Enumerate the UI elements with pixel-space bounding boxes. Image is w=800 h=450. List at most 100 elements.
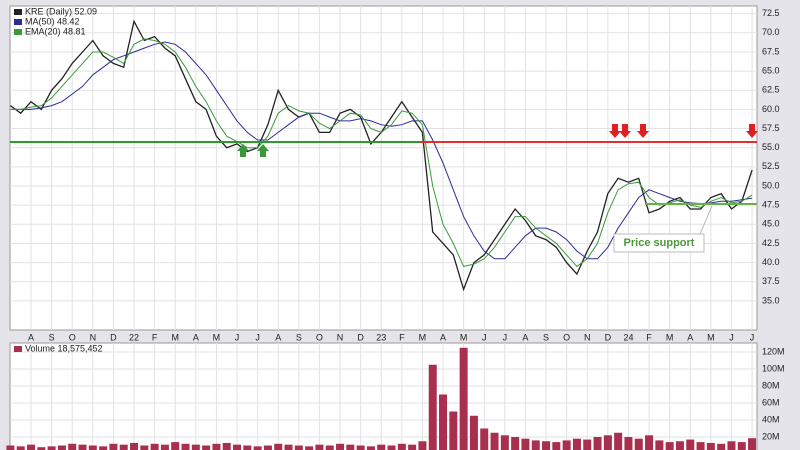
volume-bar: [696, 442, 705, 450]
volume-bar: [387, 445, 396, 450]
y-tick-label: 40.0: [762, 257, 780, 267]
volume-bar: [748, 438, 757, 450]
x-tick-label: A: [522, 332, 528, 342]
volume-bar: [490, 432, 499, 450]
volume-bar: [27, 444, 36, 450]
volume-bar: [68, 443, 77, 450]
volume-bar: [336, 443, 345, 450]
volume-bar: [408, 444, 417, 450]
volume-bar: [88, 445, 97, 450]
x-tick-label: M: [419, 332, 427, 342]
volume-bar: [222, 442, 231, 450]
callout-pointer: [699, 205, 713, 235]
volume-bar: [325, 445, 334, 450]
volume-bar: [109, 443, 118, 450]
volume-bar: [655, 440, 664, 450]
x-tick-label: S: [543, 332, 549, 342]
volume-bar: [181, 443, 190, 450]
x-tick-label: 24: [623, 332, 633, 342]
y-tick-label: 60M: [762, 397, 780, 407]
volume-bar: [233, 444, 242, 450]
volume-bar: [624, 436, 633, 450]
volume-bar: [449, 411, 458, 450]
x-tick-label: J: [750, 332, 755, 342]
x-tick-label: J: [255, 332, 260, 342]
y-tick-label: 65.0: [762, 65, 780, 75]
legend-label: MA(50) 48.42: [25, 16, 80, 26]
volume-bar: [531, 440, 540, 450]
y-tick-label: 60.0: [762, 104, 780, 114]
volume-panel: [9, 342, 758, 450]
x-tick-label: N: [337, 332, 344, 342]
x-tick-label: M: [460, 332, 468, 342]
y-tick-label: 67.5: [762, 46, 780, 56]
volume-bar: [47, 446, 56, 450]
legend-swatch: [14, 19, 22, 25]
volume-bar: [243, 445, 252, 450]
x-tick-label: J: [482, 332, 487, 342]
volume-bar: [583, 439, 592, 450]
volume-bar: [521, 438, 530, 450]
y-tick-label: 47.5: [762, 200, 780, 210]
x-tick-label: N: [584, 332, 591, 342]
volume-bar: [366, 446, 375, 450]
volume-bar: [99, 446, 108, 450]
volume-bar: [552, 442, 561, 450]
y-tick-label: 35.0: [762, 295, 780, 305]
volume-bar: [603, 435, 612, 450]
volume-bar: [212, 443, 221, 450]
volume-bar: [6, 445, 15, 450]
down-arrow: [619, 124, 631, 138]
volume-bar: [717, 443, 726, 450]
x-tick-label: O: [69, 332, 76, 342]
x-tick-label: O: [563, 332, 570, 342]
volume-bar: [78, 444, 87, 450]
volume-bar: [727, 441, 736, 450]
volume-bar: [675, 441, 684, 450]
legend-swatch: [14, 9, 22, 15]
legend-label: KRE (Daily) 52.09: [25, 6, 97, 16]
y-tick-label: 70.0: [762, 27, 780, 37]
x-tick-label: A: [193, 332, 199, 342]
volume-bar: [562, 440, 571, 450]
volume-bar: [572, 438, 581, 450]
y-tick-label: 50.0: [762, 180, 780, 190]
x-tick-label: A: [275, 332, 281, 342]
y-tick-label: 57.5: [762, 123, 780, 133]
down-arrow: [746, 124, 758, 138]
volume-bar: [428, 364, 437, 450]
volume-bar: [737, 442, 746, 450]
y-tick-label: 37.5: [762, 276, 780, 286]
x-tick-label: J: [729, 332, 734, 342]
x-tick-label: 22: [129, 332, 139, 342]
volume-bar: [480, 428, 489, 450]
up-arrow: [257, 144, 269, 157]
x-tick-label: D: [110, 332, 117, 342]
volume-bar: [469, 415, 478, 450]
x-tick-label: J: [503, 332, 508, 342]
volume-bar: [706, 442, 715, 450]
x-tick-label: N: [90, 332, 97, 342]
y-tick-label: 40M: [762, 414, 780, 424]
volume-bar: [191, 444, 200, 450]
volume-bar: [16, 446, 25, 450]
volume-bar: [665, 442, 674, 450]
volume-bar: [253, 446, 262, 450]
y-tick-label: 42.5: [762, 238, 780, 248]
annotations: Price support: [10, 124, 758, 253]
price-line: [10, 41, 753, 260]
volume-bar: [634, 438, 643, 450]
marks: [6, 19, 757, 450]
volume-bar: [439, 394, 448, 450]
y-tick-label: 120M: [762, 346, 785, 356]
volume-bar: [459, 347, 468, 450]
volume-bar: [284, 444, 293, 450]
x-tick-label: O: [316, 332, 323, 342]
y-tick-label: 100M: [762, 363, 785, 373]
volume-bar: [160, 444, 169, 450]
volume-bar: [57, 445, 66, 450]
y-tick-label: 80M: [762, 380, 780, 390]
legend-swatch: [14, 29, 22, 35]
x-tick-label: J: [235, 332, 240, 342]
